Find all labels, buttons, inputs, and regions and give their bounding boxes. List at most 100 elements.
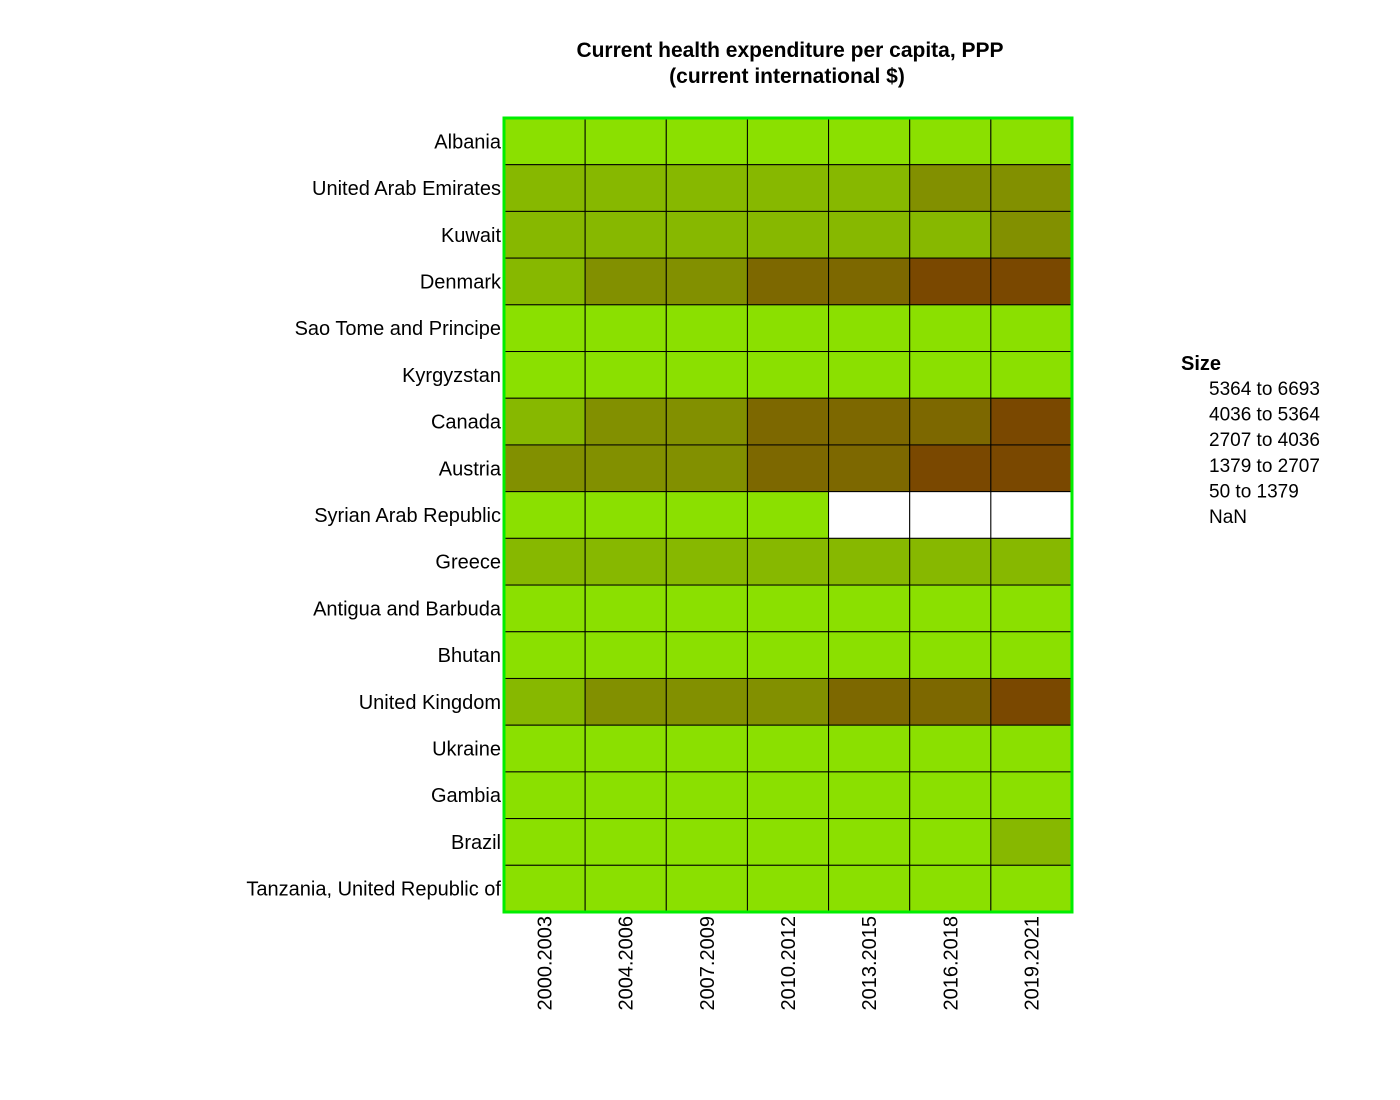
heatmap-cell-united-arab-emirates-2007-2009 bbox=[665, 164, 748, 212]
column-label-2016-2018: 2016.2018 bbox=[940, 916, 962, 1011]
heatmap-cell-brazil-2019-2021 bbox=[990, 818, 1073, 866]
heatmap-cell-greece-2016-2018 bbox=[909, 537, 992, 586]
heatmap-cell-kyrgyzstan-2013-2015 bbox=[828, 351, 911, 399]
chart-title: Current health expenditure per capita, P… bbox=[576, 39, 1003, 88]
heatmap-cell-gambia-2004-2006 bbox=[584, 771, 667, 820]
heatmap-cell-canada-2016-2018 bbox=[909, 397, 992, 446]
row-label-kyrgyzstan: Kyrgyzstan bbox=[402, 365, 501, 387]
heatmap-cell-united-arab-emirates-2004-2006 bbox=[584, 164, 667, 212]
heatmap-cell-syrian-arab-republic-2007-2009 bbox=[665, 491, 748, 539]
heatmap-cell-albania-2010-2012 bbox=[746, 117, 830, 166]
heatmap-cell-brazil-2007-2009 bbox=[665, 818, 748, 866]
heatmap-cell-sao-tome-and-principe-2004-2006 bbox=[584, 304, 667, 353]
heatmap-cell-united-kingdom-2013-2015 bbox=[828, 677, 911, 726]
heatmap-cell-united-kingdom-2019-2021 bbox=[990, 677, 1073, 726]
heatmap-cell-ukraine-2010-2012 bbox=[746, 724, 830, 773]
row-label-austria: Austria bbox=[439, 458, 502, 480]
row-label-united-kingdom: United Kingdom bbox=[359, 692, 501, 714]
heatmap-cell-antigua-and-barbuda-2010-2012 bbox=[746, 584, 830, 633]
heatmap-cell-syrian-arab-republic-2004-2006 bbox=[584, 491, 667, 539]
heatmap-cell-sao-tome-and-principe-2013-2015 bbox=[828, 304, 911, 353]
row-label-canada: Canada bbox=[431, 412, 502, 434]
heatmap-cell-united-kingdom-2004-2006 bbox=[584, 677, 667, 726]
heatmap-cell-bhutan-2010-2012 bbox=[746, 631, 830, 679]
heatmap-cell-brazil-2000-2003 bbox=[503, 818, 586, 866]
row-label-greece: Greece bbox=[435, 552, 501, 574]
heatmap-cell-kyrgyzstan-2004-2006 bbox=[584, 351, 667, 399]
heatmap-cell-ukraine-2000-2003 bbox=[503, 724, 586, 773]
row-label-united-arab-emirates: United Arab Emirates bbox=[312, 178, 501, 200]
row-label-antigua-and-barbuda: Antigua and Barbuda bbox=[313, 598, 502, 620]
heatmap-cell-greece-2013-2015 bbox=[828, 537, 911, 586]
row-labels: Albania United Arab Emirates Kuwait Denmark… bbox=[246, 131, 502, 900]
heatmap-cell-kyrgyzstan-2007-2009 bbox=[665, 351, 748, 399]
column-label-2019-2021: 2019.2021 bbox=[1021, 916, 1043, 1011]
heatmap-cell-greece-2004-2006 bbox=[584, 537, 667, 586]
heatmap-cell-ukraine-2019-2021 bbox=[990, 724, 1073, 773]
heatmap-cell-antigua-and-barbuda-2016-2018 bbox=[909, 584, 992, 633]
heatmap-cell-sao-tome-and-principe-2007-2009 bbox=[665, 304, 748, 353]
heatmap-cell-austria-2007-2009 bbox=[665, 444, 748, 493]
heatmap-cell-united-arab-emirates-2000-2003 bbox=[503, 164, 586, 212]
heatmap-cell-ukraine-2013-2015 bbox=[828, 724, 911, 773]
heatmap-cell-tanzania-united-republic-of-2013-2015 bbox=[828, 864, 911, 913]
heatmap-cells bbox=[503, 117, 1073, 913]
heatmap-cell-kuwait-2004-2006 bbox=[584, 210, 667, 259]
heatmap-cell-canada-2019-2021 bbox=[990, 397, 1073, 446]
heatmap-cell-greece-2007-2009 bbox=[665, 537, 748, 586]
heatmap-cell-bhutan-2013-2015 bbox=[828, 631, 911, 679]
heatmap-cell-canada-2010-2012 bbox=[746, 397, 830, 446]
heatmap-cell-albania-2000-2003 bbox=[503, 117, 586, 166]
heatmap-cell-austria-2013-2015 bbox=[828, 444, 911, 493]
heatmap-cell-kuwait-2007-2009 bbox=[665, 210, 748, 259]
heatmap-cell-tanzania-united-republic-of-2019-2021 bbox=[990, 864, 1073, 913]
heatmap-cell-brazil-2016-2018 bbox=[909, 818, 992, 866]
column-label-2013-2015: 2013.2015 bbox=[859, 916, 881, 1011]
heatmap-cell-bhutan-2016-2018 bbox=[909, 631, 992, 679]
heatmap-cell-brazil-2013-2015 bbox=[828, 818, 911, 866]
heatmap-cell-denmark-2016-2018 bbox=[909, 257, 992, 306]
heatmap-cell-kyrgyzstan-2000-2003 bbox=[503, 351, 586, 399]
heatmap-cell-bhutan-2004-2006 bbox=[584, 631, 667, 679]
heatmap-cell-canada-2013-2015 bbox=[828, 397, 911, 446]
heatmap-cell-united-kingdom-2000-2003 bbox=[503, 677, 586, 726]
heatmap-cell-denmark-2004-2006 bbox=[584, 257, 667, 306]
plot-frame bbox=[502, 116, 1074, 914]
heatmap-cell-sao-tome-and-principe-2000-2003 bbox=[503, 304, 586, 353]
heatmap-cell-kuwait-2013-2015 bbox=[828, 210, 911, 259]
heatmap-cell-denmark-2013-2015 bbox=[828, 257, 911, 306]
heatmap-cell-gambia-2000-2003 bbox=[503, 771, 586, 820]
heatmap-cell-ukraine-2007-2009 bbox=[665, 724, 748, 773]
heatmap-cell-kyrgyzstan-2016-2018 bbox=[909, 351, 992, 399]
row-label-brazil: Brazil bbox=[451, 832, 501, 854]
heatmap-cell-kuwait-2019-2021 bbox=[990, 210, 1073, 259]
heatmap-cell-austria-2000-2003 bbox=[503, 444, 586, 493]
heatmap-cell-syrian-arab-republic-2016-2018 bbox=[909, 491, 992, 539]
heatmap-cell-bhutan-2000-2003 bbox=[503, 631, 586, 679]
heatmap-cell-united-kingdom-2010-2012 bbox=[746, 677, 830, 726]
heatmap-cell-tanzania-united-republic-of-2010-2012 bbox=[746, 864, 830, 913]
legend-entry-4036-to-5364: 4036 to 5364 bbox=[1209, 405, 1320, 426]
heatmap-cell-austria-2019-2021 bbox=[990, 444, 1073, 493]
heatmap-cell-denmark-2019-2021 bbox=[990, 257, 1073, 306]
chart-title-line-2: (current international $) bbox=[669, 65, 905, 88]
legend-entry-nan: NaN bbox=[1209, 507, 1247, 528]
heatmap-cell-austria-2016-2018 bbox=[909, 444, 992, 493]
heatmap-cell-ukraine-2004-2006 bbox=[584, 724, 667, 773]
column-label-2000-2003: 2000.2003 bbox=[535, 916, 557, 1011]
heatmap-cell-united-arab-emirates-2010-2012 bbox=[746, 164, 830, 212]
heatmap-cell-gambia-2007-2009 bbox=[665, 771, 748, 820]
heatmap-cell-sao-tome-and-principe-2019-2021 bbox=[990, 304, 1073, 353]
row-label-denmark: Denmark bbox=[420, 271, 502, 293]
heatmap-cell-albania-2004-2006 bbox=[584, 117, 667, 166]
heatmap-cell-denmark-2010-2012 bbox=[746, 257, 830, 306]
heatmap-cell-denmark-2007-2009 bbox=[665, 257, 748, 306]
heatmap-cell-kuwait-2016-2018 bbox=[909, 210, 992, 259]
legend-entry-50-to-1379: 50 to 1379 bbox=[1209, 481, 1299, 502]
column-label-2010-2012: 2010.2012 bbox=[778, 916, 800, 1011]
heatmap-cell-antigua-and-barbuda-2004-2006 bbox=[584, 584, 667, 633]
heatmap-cell-gambia-2019-2021 bbox=[990, 771, 1073, 820]
column-label-2004-2006: 2004.2006 bbox=[616, 916, 638, 1011]
heatmap-cell-kyrgyzstan-2019-2021 bbox=[990, 351, 1073, 399]
